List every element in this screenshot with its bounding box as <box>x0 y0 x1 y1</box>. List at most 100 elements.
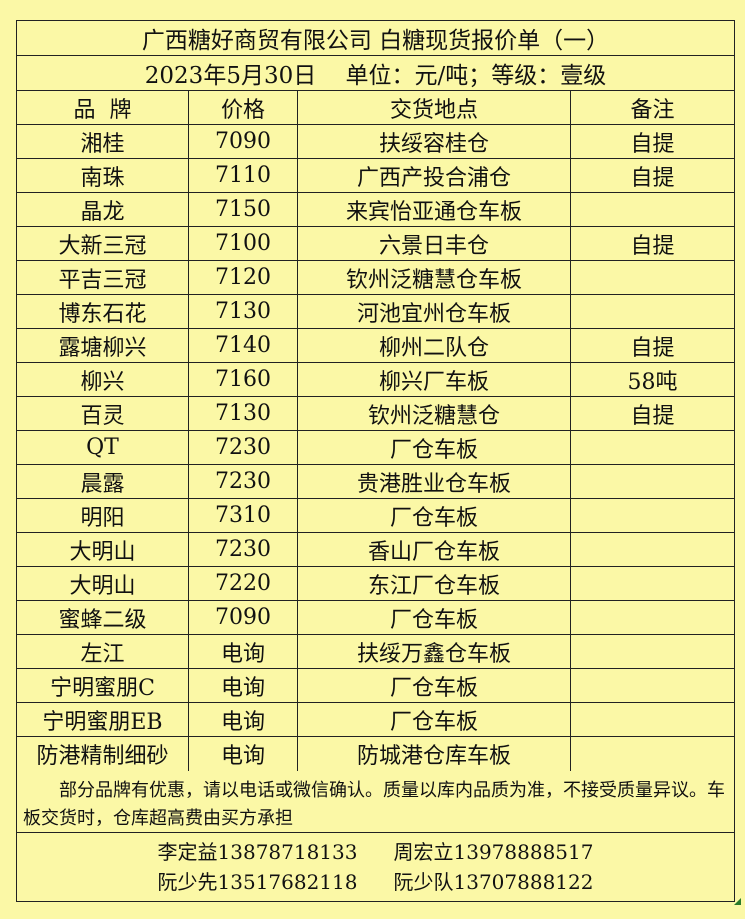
cell-brand: 宁明蜜朋C <box>17 669 189 702</box>
table-row: 博东石花 7130 河池宜州仓车板 <box>17 295 734 329</box>
cell-brand: 左江 <box>17 635 189 668</box>
cell-location: 扶绥万鑫仓车板 <box>298 635 571 668</box>
header-row: 品 牌 价格 交货地点 备注 <box>17 91 734 125</box>
cell-remark <box>571 601 734 634</box>
header-price: 价格 <box>189 91 298 124</box>
cell-location: 六景日丰仓 <box>298 227 571 260</box>
cell-remark <box>571 533 734 566</box>
table-row: 大明山 7230 香山厂仓车板 <box>17 533 734 567</box>
cell-location: 柳兴厂车板 <box>298 363 571 396</box>
cell-remark: 58吨 <box>627 369 678 395</box>
cell-brand: 露塘柳兴 <box>17 329 189 362</box>
table-row: 平吉三冠 7120 钦州泛糖慧仓车板 <box>17 261 734 295</box>
cell-price: 7230 <box>189 465 298 498</box>
cell-location: 厂仓车板 <box>298 601 571 634</box>
cell-price: 7140 <box>189 329 298 362</box>
cell-remark <box>571 465 734 498</box>
cell-price: 7310 <box>189 499 298 532</box>
cell-remark <box>571 635 734 668</box>
cell-location: 广西产投合浦仓 <box>298 159 571 192</box>
table-row: 晨露 7230 贵港胜业仓车板 <box>17 465 734 499</box>
cell-brand: 明阳 <box>17 499 189 532</box>
cell-brand: 百灵 <box>17 397 189 430</box>
contact-line: 阮少先13517682118 阮少队13707888122 <box>158 867 594 897</box>
subtitle-row: 2023年5月30日 单位：元/吨；等级：壹级 <box>17 56 734 91</box>
contact: 阮少先13517682118 <box>157 870 358 894</box>
cell-price: 7230 <box>189 431 298 464</box>
cell-location: 防城港仓库车板 <box>298 737 571 771</box>
header-brand: 品 牌 <box>17 91 189 124</box>
contact: 周宏立13978888517 <box>393 840 594 864</box>
cell-price: 7110 <box>189 159 298 192</box>
cell-brand: 晨露 <box>17 465 189 498</box>
cell-brand: 湘桂 <box>17 125 189 158</box>
cell-location: 河池宜州仓车板 <box>298 295 571 328</box>
cell-remark <box>571 703 734 736</box>
header-location: 交货地点 <box>298 91 571 124</box>
cell-location: 贵港胜业仓车板 <box>298 465 571 498</box>
cell-brand: 博东石花 <box>17 295 189 328</box>
header-remark: 备注 <box>630 97 675 123</box>
cell-location: 厂仓车板 <box>298 431 571 464</box>
cell-brand: 防港精制细砂 <box>17 737 189 771</box>
cell-location: 厂仓车板 <box>298 499 571 532</box>
cell-price: 7130 <box>189 397 298 430</box>
table-row: 宁明蜜朋EB 电询 厂仓车板 <box>17 703 734 737</box>
cell-remark: 自提 <box>630 131 675 157</box>
cell-location: 扶绥容桂仓 <box>298 125 571 158</box>
notes: 部分品牌有优惠，请以电话或微信确认。质量以库内品质为准，不接受质量异议。车板交货… <box>17 771 734 833</box>
table-row: 明阳 7310 厂仓车板 <box>17 499 734 533</box>
cell-location: 厂仓车板 <box>298 669 571 702</box>
cell-remark <box>571 737 734 771</box>
cell-brand: QT <box>17 431 189 464</box>
cell-remark: 自提 <box>630 335 675 361</box>
contact-line: 李定益13878718133 周宏立13978888517 <box>158 837 594 867</box>
cell-remark <box>571 567 734 600</box>
cell-price: 7230 <box>189 533 298 566</box>
table-row: 南珠 7110 广西产投合浦仓 自提 <box>17 159 734 193</box>
cell-remark: 自提 <box>630 233 675 259</box>
cell-price: 7090 <box>189 601 298 634</box>
cell-brand: 大明山 <box>17 567 189 600</box>
contact: 李定益13878718133 <box>157 840 358 864</box>
contacts: 李定益13878718133 周宏立13978888517 阮少先1351768… <box>17 833 734 901</box>
cell-remark <box>571 193 734 226</box>
cell-price: 7090 <box>189 125 298 158</box>
cell-remark <box>571 499 734 532</box>
cell-price: 7160 <box>189 363 298 396</box>
cell-price: 电询 <box>189 703 298 736</box>
table-row: 露塘柳兴 7140 柳州二队仓 自提 <box>17 329 734 363</box>
table-row: 大明山 7220 东江厂仓车板 <box>17 567 734 601</box>
cell-price: 7150 <box>189 193 298 226</box>
cell-location: 钦州泛糖慧仓 <box>298 397 571 430</box>
cell-remark: 自提 <box>630 165 675 191</box>
cell-price: 电询 <box>189 635 298 668</box>
cell-remark <box>571 295 734 328</box>
cell-brand: 大新三冠 <box>17 227 189 260</box>
cell-location: 钦州泛糖慧仓车板 <box>298 261 571 294</box>
cell-location: 来宾怡亚通仓车板 <box>298 193 571 226</box>
cell-remark: 自提 <box>630 403 675 429</box>
table-row: 湘桂 7090 扶绥容桂仓 自提 <box>17 125 734 159</box>
cell-price: 电询 <box>189 669 298 702</box>
title-row: 广西糖好商贸有限公司 白糖现货报价单（一） <box>17 21 734 56</box>
corner-marker <box>734 898 741 905</box>
cell-brand: 柳兴 <box>17 363 189 396</box>
cell-brand: 大明山 <box>17 533 189 566</box>
cell-brand: 宁明蜜朋EB <box>17 703 189 736</box>
cell-brand: 南珠 <box>17 159 189 192</box>
cell-remark <box>571 261 734 294</box>
contact: 阮少队13707888122 <box>393 870 594 894</box>
table-row: 防港精制细砂 电询 防城港仓库车板 <box>17 737 734 771</box>
cell-price: 7120 <box>189 261 298 294</box>
table-row: 晶龙 7150 来宾怡亚通仓车板 <box>17 193 734 227</box>
cell-location: 香山厂仓车板 <box>298 533 571 566</box>
date-unit-grade: 2023年5月30日 单位：元/吨；等级：壹级 <box>144 63 607 89</box>
cell-remark <box>571 431 734 464</box>
cell-remark <box>571 669 734 702</box>
sheet-title: 广西糖好商贸有限公司 白糖现货报价单（一） <box>141 28 610 54</box>
table-row: 左江 电询 扶绥万鑫仓车板 <box>17 635 734 669</box>
cell-brand: 平吉三冠 <box>17 261 189 294</box>
price-sheet: 广西糖好商贸有限公司 白糖现货报价单（一） 2023年5月30日 单位：元/吨；… <box>16 20 735 902</box>
cell-brand: 蜜蜂二级 <box>17 601 189 634</box>
